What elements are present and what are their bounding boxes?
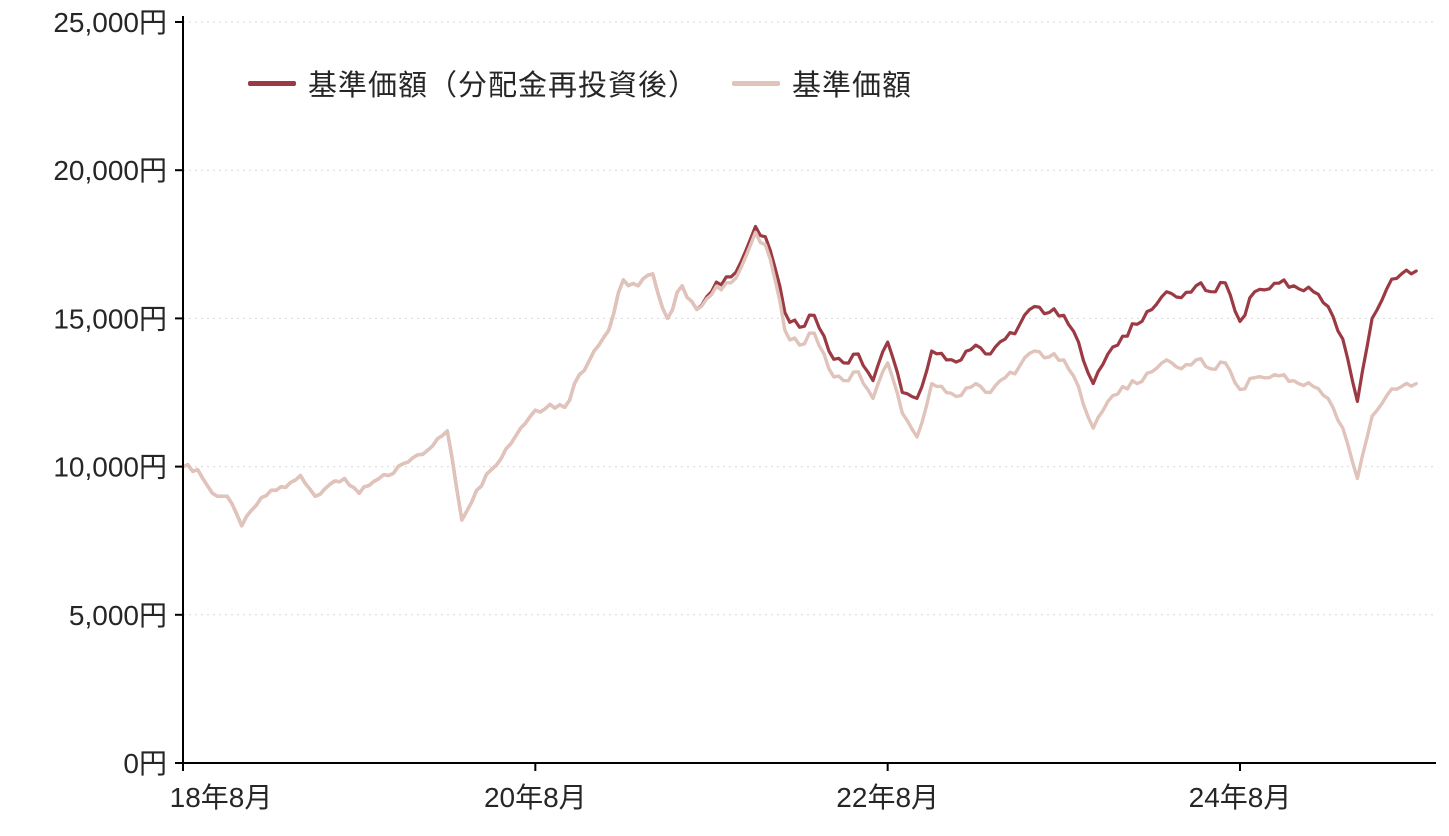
x-axis-label: 22年8月 xyxy=(836,782,939,813)
x-axis-label: 20年8月 xyxy=(484,782,587,813)
y-axis-label: 15,000円 xyxy=(53,303,167,334)
legend-label-reinvested: 基準価額（分配金再投資後） xyxy=(308,70,699,102)
chart-legend: 基準価額（分配金再投資後） 基準価額 xyxy=(248,62,912,104)
legend-item-nav: 基準価額 xyxy=(732,62,912,104)
series-line-nav xyxy=(181,230,1418,528)
legend-item-reinvested: 基準価額（分配金再投資後） xyxy=(248,62,698,104)
y-axis-label: 5,000円 xyxy=(69,600,167,631)
legend-swatch-reinvested xyxy=(248,80,296,86)
legend-label-nav: 基準価額 xyxy=(792,70,913,102)
y-axis-label: 10,000円 xyxy=(53,452,167,483)
y-axis-label: 20,000円 xyxy=(53,155,167,186)
x-axis-label: 18年8月 xyxy=(170,782,273,813)
y-axis-label: 25,000円 xyxy=(53,7,167,38)
legend-swatch-nav xyxy=(732,80,781,86)
x-axis-label: 24年8月 xyxy=(1189,782,1292,813)
y-axis-label: 0円 xyxy=(123,748,167,779)
